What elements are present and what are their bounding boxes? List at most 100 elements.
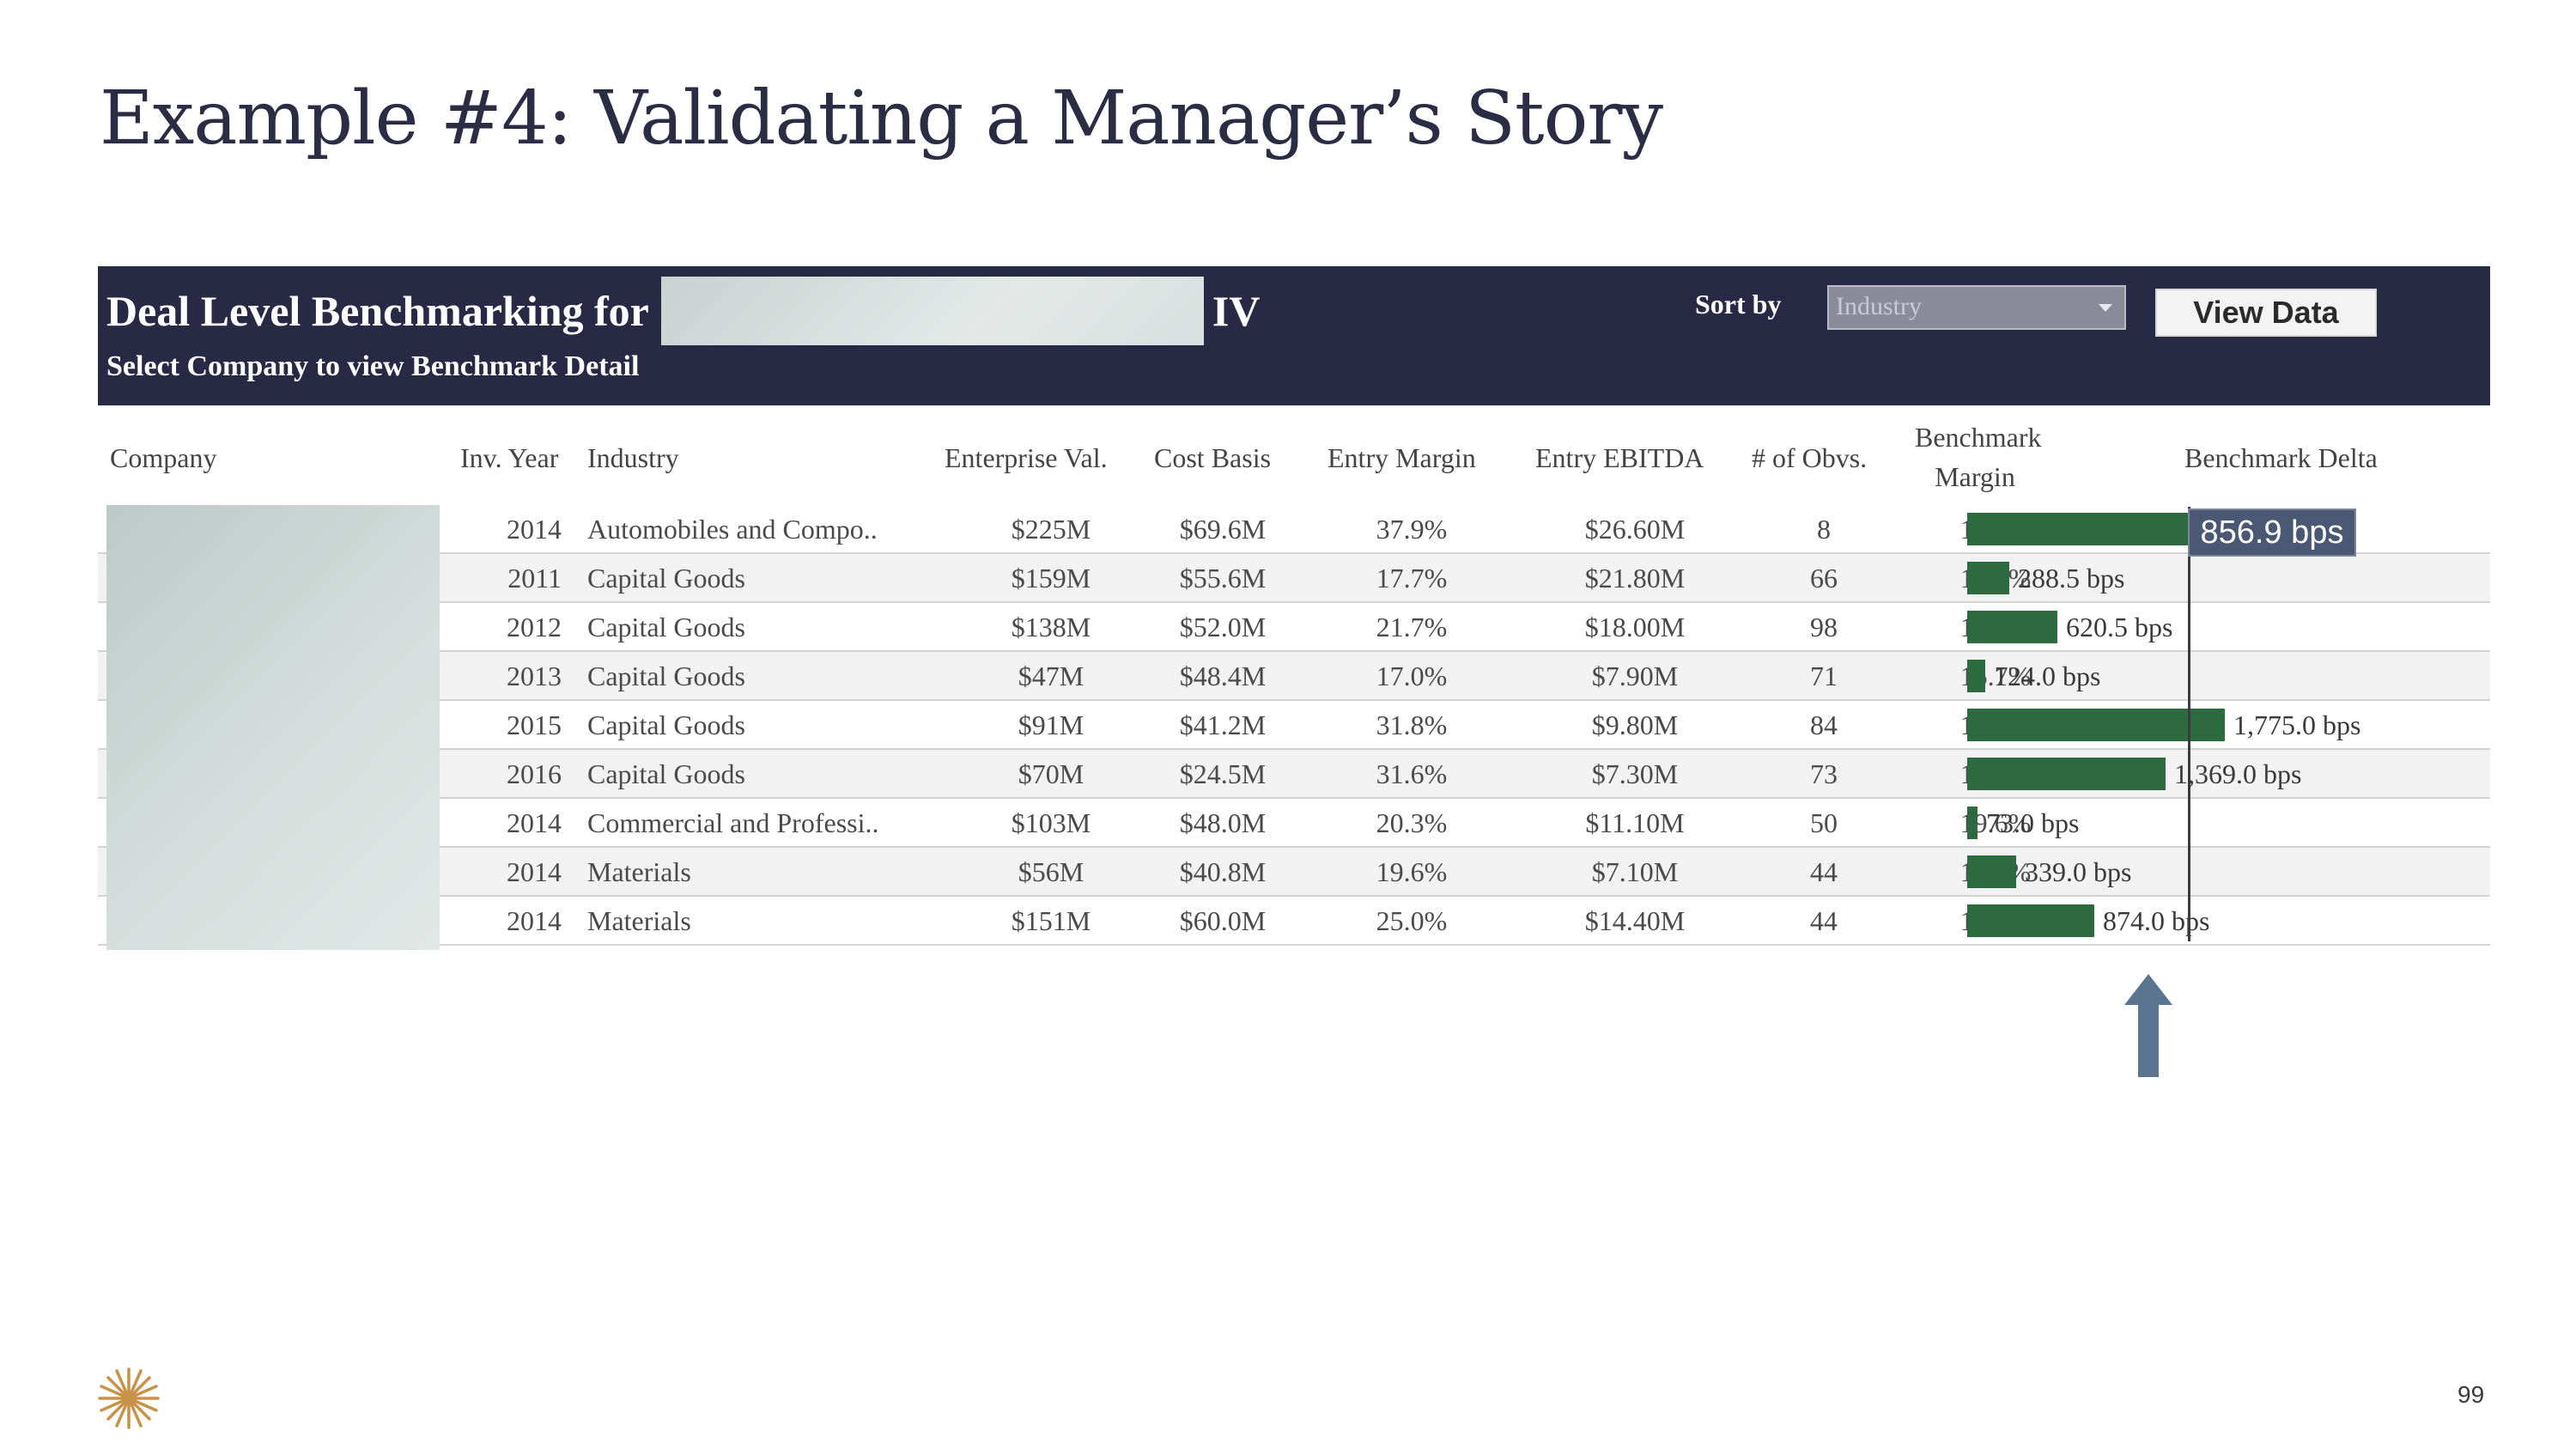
table-row[interactable]: 2011 Capital Goods $159M $55.6M 17.7% $21.80M… [98, 554, 2490, 603]
delta-bar[interactable] [1967, 758, 2166, 790]
table-row[interactable]: 2015 Capital Goods $91M $41.2M 31.8% $9.80M 84… [98, 701, 2490, 750]
col-cost-basis[interactable]: Cost Basis [1154, 442, 1272, 473]
slide-title: Example #4: Validating a Manager’s Story [100, 76, 1663, 161]
cell-inv-year: 2014 [507, 807, 562, 838]
table-row[interactable]: 2014Materials$151M$60.0M25.0%$14.40M4416… [98, 897, 2490, 946]
cell-industry: Capital Goods [587, 612, 745, 642]
table-row[interactable]: 2012 Capital Goods $138M $52.0M 21.7% $18.00M… [98, 603, 2490, 652]
table-row[interactable]: 2014Materials$56M$40.8M19.6%$7.10M4416.2… [98, 848, 2490, 897]
table-row[interactable]: 2014 Commercial and Professi.. $103M $48.0M… [98, 799, 2490, 848]
cell-entry-ebitda: $11.10M [1585, 807, 1685, 838]
delta-bar[interactable] [1967, 562, 2009, 594]
col-enterprise-val[interactable]: Enterprise Val. [945, 442, 1108, 473]
cell-inv-year: 2015 [507, 709, 562, 740]
cell-enterprise-val: $151M [1011, 905, 1091, 936]
col-inv-year[interactable]: Inv. Year [460, 442, 559, 473]
cell-inv-year: 2014 [507, 856, 562, 887]
cell-obvs: 98 [1810, 612, 1838, 642]
delta-bar[interactable] [1967, 807, 1978, 839]
cell-obvs: 44 [1810, 905, 1838, 936]
cell-industry: Capital Goods [587, 563, 745, 594]
cell-industry: Automobiles and Compo.. [587, 514, 878, 545]
cell-entry-margin: 20.3% [1376, 807, 1448, 838]
delta-label: 620.5 bps [2066, 612, 2173, 642]
cell-enterprise-val: $103M [1011, 807, 1091, 838]
delta-label: 874.0 bps [2103, 905, 2210, 936]
cell-obvs: 66 [1810, 563, 1838, 594]
redacted-fund-name [660, 277, 1204, 345]
cell-inv-year: 2012 [507, 612, 562, 642]
col-industry[interactable]: Industry [587, 442, 679, 473]
view-data-button[interactable]: View Data [2155, 289, 2377, 337]
cell-entry-margin: 17.7% [1376, 563, 1448, 594]
dashboard-title: Deal Level Benchmarking for IV [106, 277, 1260, 345]
up-arrow-icon [2124, 974, 2172, 1077]
delta-bar[interactable] [1967, 709, 2225, 741]
cell-entry-ebitda: $26.60M [1584, 514, 1686, 545]
cell-entry-margin: 19.6% [1376, 856, 1448, 887]
table-row[interactable]: 2013 Capital Goods $47M $48.4M 17.0% $7.90M 71… [98, 652, 2490, 701]
cell-industry: Capital Goods [587, 661, 745, 691]
cell-entry-margin: 25.0% [1376, 905, 1448, 936]
cell-entry-ebitda: $7.90M [1591, 661, 1679, 691]
col-company[interactable]: Company [110, 442, 217, 473]
cell-entry-margin: 17.0% [1376, 661, 1448, 691]
cell-obvs: 84 [1810, 709, 1838, 740]
cell-obvs: 71 [1810, 661, 1838, 691]
table-row[interactable]: 2014 Automobiles and Compo.. $225M $69.6M 37… [98, 505, 2490, 554]
cell-entry-ebitda: $21.80M [1584, 563, 1686, 594]
cell-enterprise-val: $56M [1018, 856, 1084, 887]
delta-bar[interactable] [1967, 660, 1985, 692]
delta-bar[interactable] [1967, 611, 2057, 643]
col-obvs[interactable]: # of Obvs. [1752, 442, 1868, 473]
cell-obvs: 50 [1810, 807, 1838, 838]
col-benchmark-margin[interactable]: Benchmark Margin [1915, 417, 2042, 496]
cell-inv-year: 2013 [507, 661, 562, 691]
cell-obvs: 8 [1817, 514, 1831, 545]
col-benchmark-margin-line2: Margin [1935, 461, 2015, 492]
cell-enterprise-val: $159M [1011, 563, 1091, 594]
delta-label: 1,775.0 bps [2233, 709, 2361, 740]
cell-enterprise-val: $91M [1018, 709, 1084, 740]
delta-tooltip: 856.9 bps [2188, 508, 2356, 557]
cell-cost-basis: $41.2M [1179, 709, 1267, 740]
cell-cost-basis: $24.5M [1179, 758, 1267, 789]
delta-bar[interactable] [1967, 904, 2094, 937]
cell-inv-year: 2016 [507, 758, 562, 789]
redacted-company-names [106, 505, 440, 950]
dashboard-header: Deal Level Benchmarking for IV Select Co… [98, 266, 2490, 405]
cell-enterprise-val: $225M [1011, 514, 1091, 545]
cell-inv-year: 2014 [507, 514, 562, 545]
cell-industry: Materials [587, 905, 691, 936]
cell-inv-year: 2011 [507, 563, 562, 594]
delta-bar[interactable] [1967, 855, 2016, 888]
cell-entry-ebitda: $14.40M [1584, 905, 1686, 936]
cell-entry-ebitda: $7.30M [1591, 758, 1679, 789]
page-number: 99 [2458, 1381, 2485, 1408]
cell-entry-margin: 31.6% [1376, 758, 1448, 789]
cell-cost-basis: $40.8M [1179, 856, 1267, 887]
cell-entry-ebitda: $7.10M [1591, 856, 1679, 887]
delta-label: 73.0 bps [1986, 807, 2080, 838]
col-benchmark-margin-line1: Benchmark [1915, 422, 2042, 453]
sort-select[interactable]: Industry [1827, 285, 2126, 330]
cell-cost-basis: $52.0M [1179, 612, 1267, 642]
sort-select-value: Industry [1836, 292, 1922, 320]
col-entry-margin[interactable]: Entry Margin [1327, 442, 1476, 473]
cell-cost-basis: $60.0M [1179, 905, 1267, 936]
table-row[interactable]: 2016 Capital Goods $70M $24.5M 31.6% $7.30M 73… [98, 750, 2490, 799]
cell-entry-margin: 21.7% [1376, 612, 1448, 642]
delta-label: 288.5 bps [2018, 563, 2125, 594]
cell-industry: Materials [587, 856, 691, 887]
col-entry-ebitda[interactable]: Entry EBITDA [1535, 442, 1704, 473]
sort-label: Sort by [1695, 289, 1782, 320]
col-benchmark-delta[interactable]: Benchmark Delta [2184, 442, 2378, 473]
dashboard-title-prefix: Deal Level Benchmarking for [106, 287, 649, 335]
cell-obvs: 44 [1810, 856, 1838, 887]
cell-obvs: 73 [1810, 758, 1838, 789]
cell-cost-basis: $48.0M [1179, 807, 1267, 838]
cell-industry: Commercial and Professi.. [587, 807, 879, 838]
cell-inv-year: 2014 [507, 905, 562, 936]
asterisk-logo-icon [98, 1367, 160, 1429]
chevron-down-icon [2099, 304, 2112, 312]
